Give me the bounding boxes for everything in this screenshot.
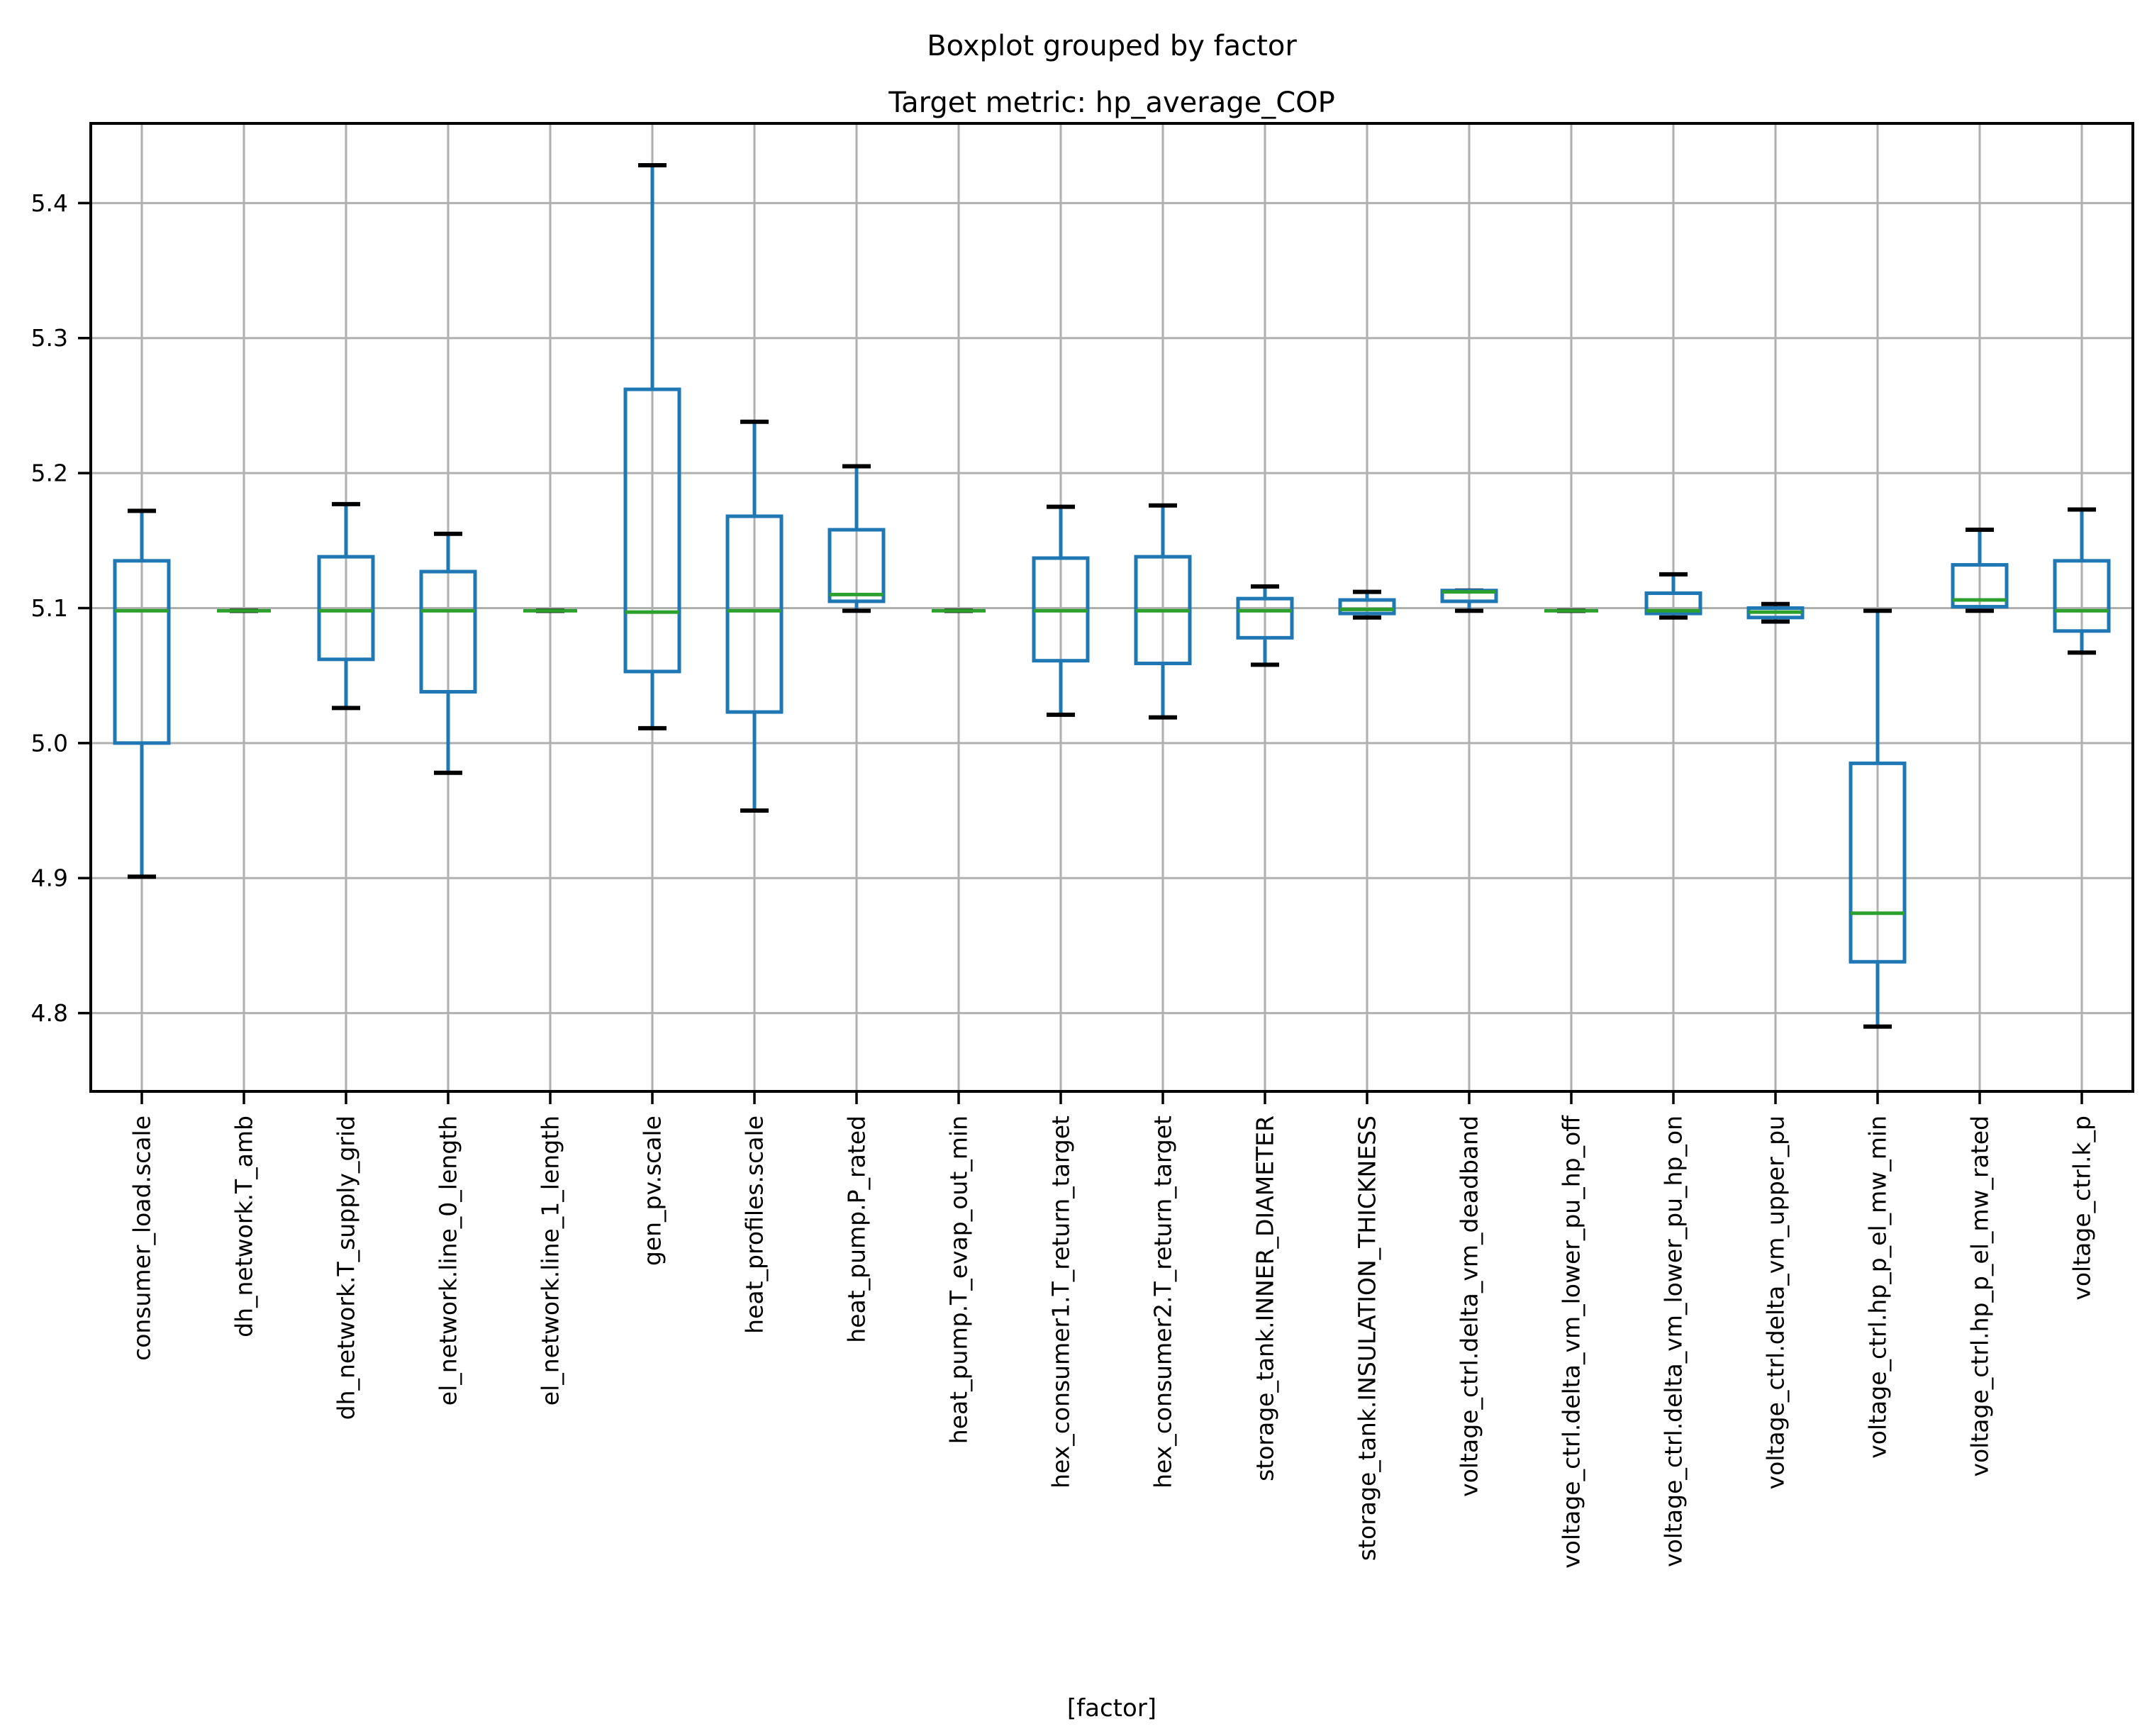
- boxplot-group-heat_pump.P_rated: [827, 464, 886, 613]
- boxplot-group-voltage_ctrl.delta_vm_lower_pu_hp_on: [1644, 572, 1702, 620]
- boxplot-group-hex_consumer1.T_return_target: [1032, 504, 1090, 717]
- y-tick-label: 4.9: [31, 864, 68, 892]
- box-rect: [2053, 559, 2111, 633]
- y-tick-label: 5.4: [31, 189, 68, 217]
- chart-title: Target metric: hp_average_COP: [888, 87, 1335, 119]
- x-tick-label: el_network.line_1_length: [537, 1115, 564, 1406]
- x-tick-label: voltage_ctrl.delta_vm_upper_pu: [1762, 1115, 1790, 1489]
- y-tick-label: 5.1: [31, 594, 68, 622]
- box-rect: [827, 528, 886, 603]
- box-rect: [1644, 591, 1702, 616]
- x-tick-label: dh_network.T_amb: [230, 1115, 258, 1337]
- box-rect: [725, 514, 784, 714]
- boxplot-group-el_network.line_0_length: [419, 531, 477, 775]
- chart-suptitle: Boxplot grouped by factor: [927, 30, 1297, 62]
- boxplot-group-heat_profiles.scale: [725, 419, 784, 813]
- x-tick-label: gen_pv.scale: [639, 1115, 667, 1266]
- boxplot-group-voltage_ctrl.k_p: [2053, 507, 2111, 655]
- x-tick-label: voltage_ctrl.delta_vm_lower_pu_hp_off: [1558, 1115, 1585, 1569]
- y-tick-label: 5.0: [31, 729, 68, 757]
- plot-area: 4.8 4.9 5.0 5.1 5.2 5.3 5.4 consumer_load.scale…: [31, 122, 2134, 1569]
- x-tick-label: voltage_ctrl.hp_p_el_mw_rated: [1966, 1115, 1994, 1477]
- box-rect: [1338, 598, 1396, 616]
- boxplot-group-gen_pv.scale: [623, 163, 681, 730]
- x-tick-label: voltage_ctrl.k_p: [2068, 1115, 2096, 1301]
- x-tick-label: hex_consumer1.T_return_target: [1047, 1115, 1075, 1489]
- boxplot-group-voltage_ctrl.delta_vm_upper_pu: [1746, 601, 1805, 624]
- y-tick-label: 5.3: [31, 324, 68, 352]
- x-tick-label: storage_tank.INSULATION_THICKNESS: [1354, 1115, 1381, 1561]
- boxplot-group-dh_network.T_supply_grid: [317, 501, 375, 711]
- x-tick-label: heat_pump.P_rated: [843, 1115, 871, 1343]
- x-tick-label: hex_consumer2.T_return_target: [1149, 1115, 1177, 1489]
- boxplot-group-consumer_load.scale: [113, 508, 171, 879]
- x-tick-label: voltage_ctrl.hp_p_el_mw_min: [1864, 1115, 1892, 1459]
- x-axis-label: [factor]: [1067, 1694, 1156, 1723]
- box-rect: [1849, 761, 1907, 964]
- x-tick-label: dh_network.T_supply_grid: [333, 1115, 360, 1420]
- x-tick-label: heat_profiles.scale: [741, 1115, 769, 1334]
- x-tick-label: voltage_ctrl.delta_vm_deadband: [1456, 1115, 1483, 1497]
- boxplot-group-voltage_ctrl.hp_p_el_mw_min: [1849, 608, 1907, 1029]
- boxplot-group-hex_consumer2.T_return_target: [1134, 503, 1192, 720]
- x-tick-label: voltage_ctrl.delta_vm_lower_pu_hp_on: [1660, 1115, 1688, 1567]
- box-rect: [623, 387, 681, 674]
- boxplot-group-voltage_ctrl.delta_vm_deadband: [1440, 588, 1498, 613]
- x-tick-label: consumer_load.scale: [128, 1115, 156, 1361]
- box-rect: [1951, 563, 2009, 609]
- x-tick-label: storage_tank.INNER_DIAMETER: [1251, 1115, 1279, 1481]
- box-rect: [419, 569, 477, 694]
- box-rect: [317, 555, 375, 662]
- boxplot-group-voltage_ctrl.hp_p_el_mw_rated: [1951, 528, 2009, 613]
- y-tick-label: 4.8: [31, 999, 68, 1027]
- y-tick-label: 5.2: [31, 460, 68, 487]
- x-tick-label: heat_pump.T_evap_out_min: [945, 1115, 973, 1444]
- box-rect: [1236, 596, 1294, 640]
- box-rect: [113, 559, 171, 745]
- boxplot-group-storage_tank.INNER_DIAMETER: [1236, 584, 1294, 667]
- x-tick-label: el_network.line_0_length: [435, 1115, 462, 1406]
- boxplot-group-storage_tank.INSULATION_THICKNESS: [1338, 589, 1396, 620]
